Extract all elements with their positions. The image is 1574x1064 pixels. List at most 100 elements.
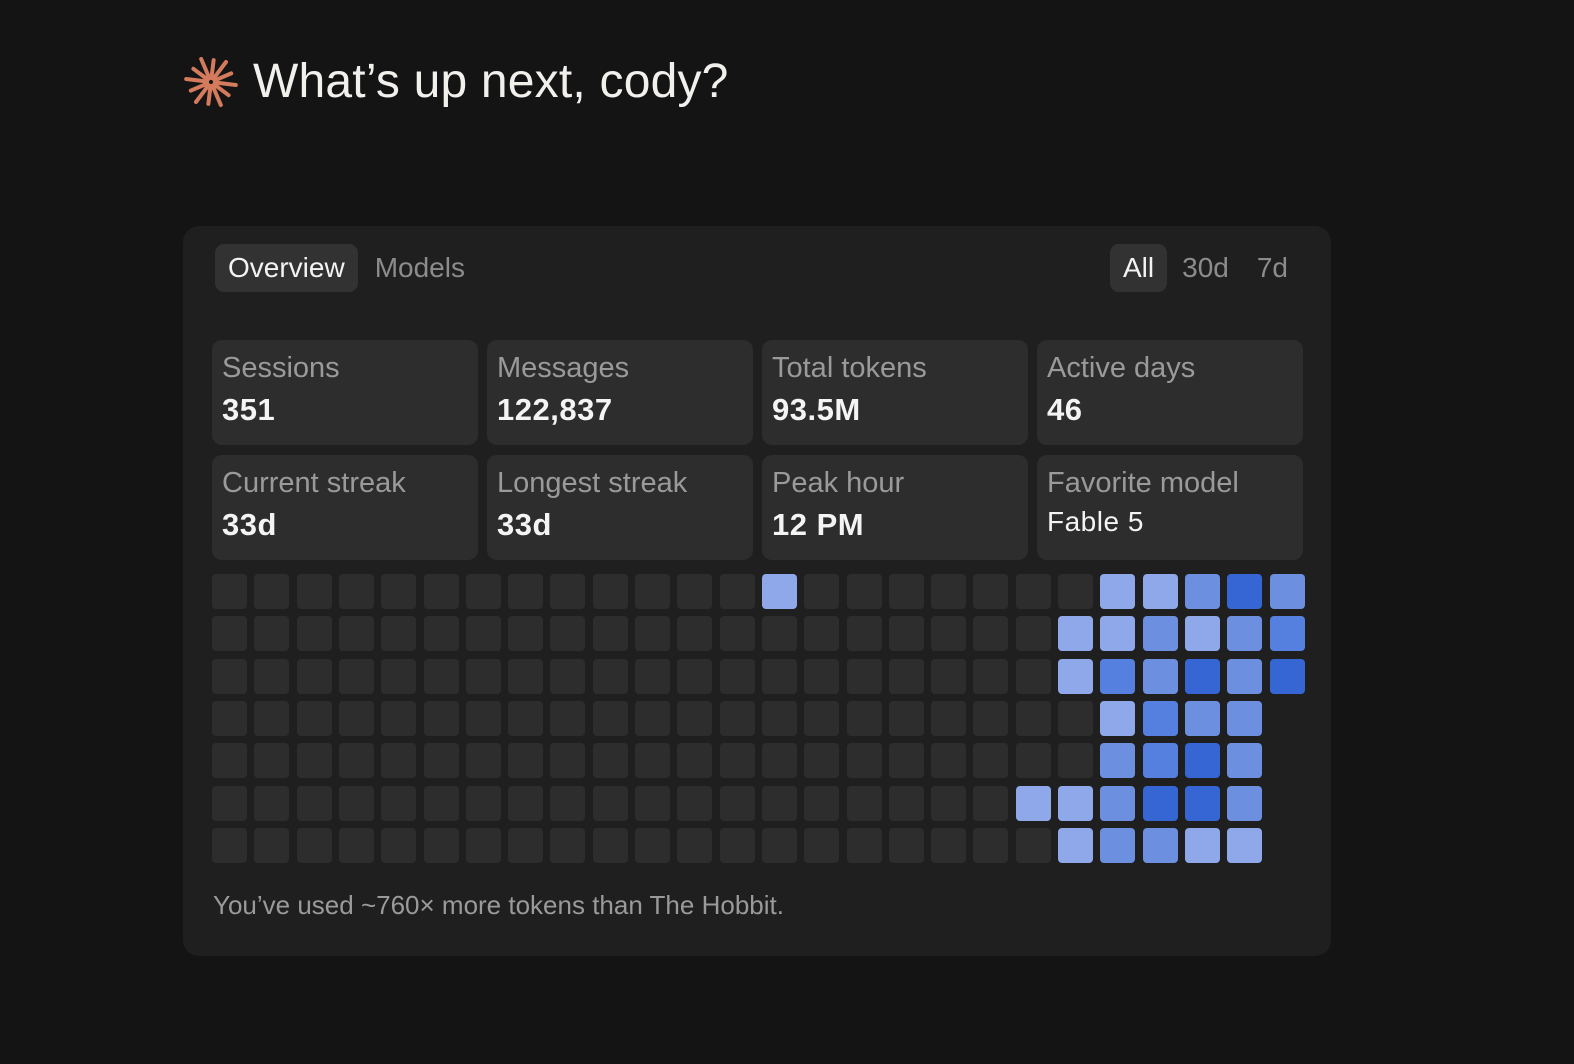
heatmap-cell — [381, 658, 417, 694]
heatmap-cell — [1227, 658, 1263, 694]
heatmap-cell — [888, 658, 924, 694]
heatmap-cell — [635, 743, 670, 779]
heatmap-cell — [761, 700, 797, 736]
heatmap-cell — [804, 616, 840, 652]
heatmap-cell — [1058, 785, 1093, 821]
heatmap-cell — [592, 616, 628, 652]
greeting-header: What’s up next, cody? — [183, 52, 729, 112]
range-selector: All 30d 7d — [1110, 244, 1301, 292]
heatmap-cell — [1015, 700, 1051, 736]
stat-label: Messages — [497, 352, 630, 384]
heatmap-cell — [296, 616, 332, 652]
heatmap-cell — [296, 700, 332, 736]
tab-models[interactable]: Models — [374, 252, 465, 283]
heatmap-cell — [423, 700, 459, 736]
heatmap-cell — [761, 616, 797, 652]
spark-ray — [188, 81, 210, 93]
heatmap-cell — [931, 700, 967, 736]
stat-value: 93.5M — [772, 392, 861, 427]
heatmap-cell — [592, 658, 628, 694]
stat-value: 33d — [222, 507, 277, 542]
heatmap-cell — [1269, 616, 1305, 652]
range-all[interactable]: All — [1110, 244, 1168, 292]
heatmap-cell — [592, 700, 628, 736]
stat-total-tokens: Total tokens 93.5M — [762, 340, 1028, 445]
heatmap-cell — [888, 785, 924, 821]
heatmap-cell — [423, 574, 459, 609]
heatmap-cell — [423, 785, 459, 821]
heatmap-cell — [719, 827, 755, 863]
heatmap-cell — [635, 827, 670, 863]
heatmap-cell — [423, 616, 459, 652]
heatmap-cell — [1184, 743, 1220, 779]
heatmap-cell — [254, 785, 290, 821]
heatmap-cell — [550, 658, 586, 694]
heatmap-cell — [423, 743, 459, 779]
heatmap-cell — [1269, 574, 1305, 609]
heatmap-cell — [212, 827, 247, 863]
stat-active-days: Active days 46 — [1037, 340, 1303, 445]
heatmap-cell — [212, 743, 247, 779]
tab-overview[interactable]: Overview — [215, 244, 358, 292]
heatmap-cell — [465, 574, 501, 609]
heatmap-cell — [1184, 700, 1220, 736]
heatmap-cell — [1142, 616, 1178, 652]
stat-longest-streak: Longest streak 33d — [487, 455, 753, 560]
heatmap-cell — [550, 743, 586, 779]
spark-ray — [206, 83, 213, 106]
heatmap-cell — [1184, 658, 1220, 694]
heatmap-cell — [804, 700, 840, 736]
heatmap-cell — [592, 743, 628, 779]
heatmap-cell — [254, 827, 290, 863]
stat-value: 46 — [1047, 392, 1083, 427]
heatmap-cell — [931, 616, 967, 652]
heatmap-cell — [381, 743, 417, 779]
heatmap-cell — [846, 785, 882, 821]
heatmap-cell — [1100, 658, 1136, 694]
heatmap-cell — [1184, 827, 1220, 863]
heatmap-cell — [931, 743, 967, 779]
heatmap-cell — [1100, 700, 1136, 736]
heatmap-cell — [761, 785, 797, 821]
stat-value: 122,837 — [497, 392, 613, 427]
range-30d[interactable]: 30d — [1182, 252, 1229, 283]
stat-current-streak: Current streak 33d — [212, 455, 478, 560]
heatmap-cell — [677, 616, 713, 652]
heatmap-cell — [338, 658, 374, 694]
heatmap-cell — [931, 658, 967, 694]
heatmap-cell — [550, 700, 586, 736]
activity-heatmap — [212, 574, 1305, 864]
heatmap-cell — [338, 574, 374, 609]
heatmap-cell — [973, 700, 1009, 736]
spark-ray — [212, 82, 231, 98]
heatmap-cell — [804, 785, 840, 821]
heatmap-cell — [1142, 743, 1178, 779]
stats-grid: Sessions 351 Messages 122,837 Total toke… — [212, 340, 1303, 560]
stat-favorite-model: Favorite model Fable 5 — [1037, 455, 1303, 560]
range-7d[interactable]: 7d — [1256, 252, 1288, 283]
heatmap-cell — [212, 658, 247, 694]
spark-ray — [211, 60, 228, 81]
heatmap-cell — [1100, 616, 1136, 652]
heatmap-cell — [423, 827, 459, 863]
heatmap-cell — [550, 574, 586, 609]
heatmap-cell — [508, 700, 544, 736]
heatmap-cell — [1015, 658, 1051, 694]
heatmap-cell — [635, 616, 670, 652]
heatmap-cell — [719, 700, 755, 736]
heatmap-cell — [1058, 827, 1093, 863]
stat-label: Longest streak — [497, 467, 688, 499]
heatmap-cell — [465, 743, 501, 779]
heatmap-cell — [1142, 827, 1178, 863]
heatmap-cell — [338, 827, 374, 863]
heatmap-cell — [550, 827, 586, 863]
heatmap-cell — [508, 658, 544, 694]
spark-ray — [194, 83, 211, 104]
heatmap-cell — [761, 827, 797, 863]
heatmap-cell — [846, 700, 882, 736]
heatmap-cell — [508, 616, 544, 652]
stat-value: Fable 5 — [1047, 506, 1144, 537]
heatmap-cell — [338, 616, 374, 652]
stat-label: Favorite model — [1047, 467, 1239, 499]
heatmap-cell — [592, 827, 628, 863]
